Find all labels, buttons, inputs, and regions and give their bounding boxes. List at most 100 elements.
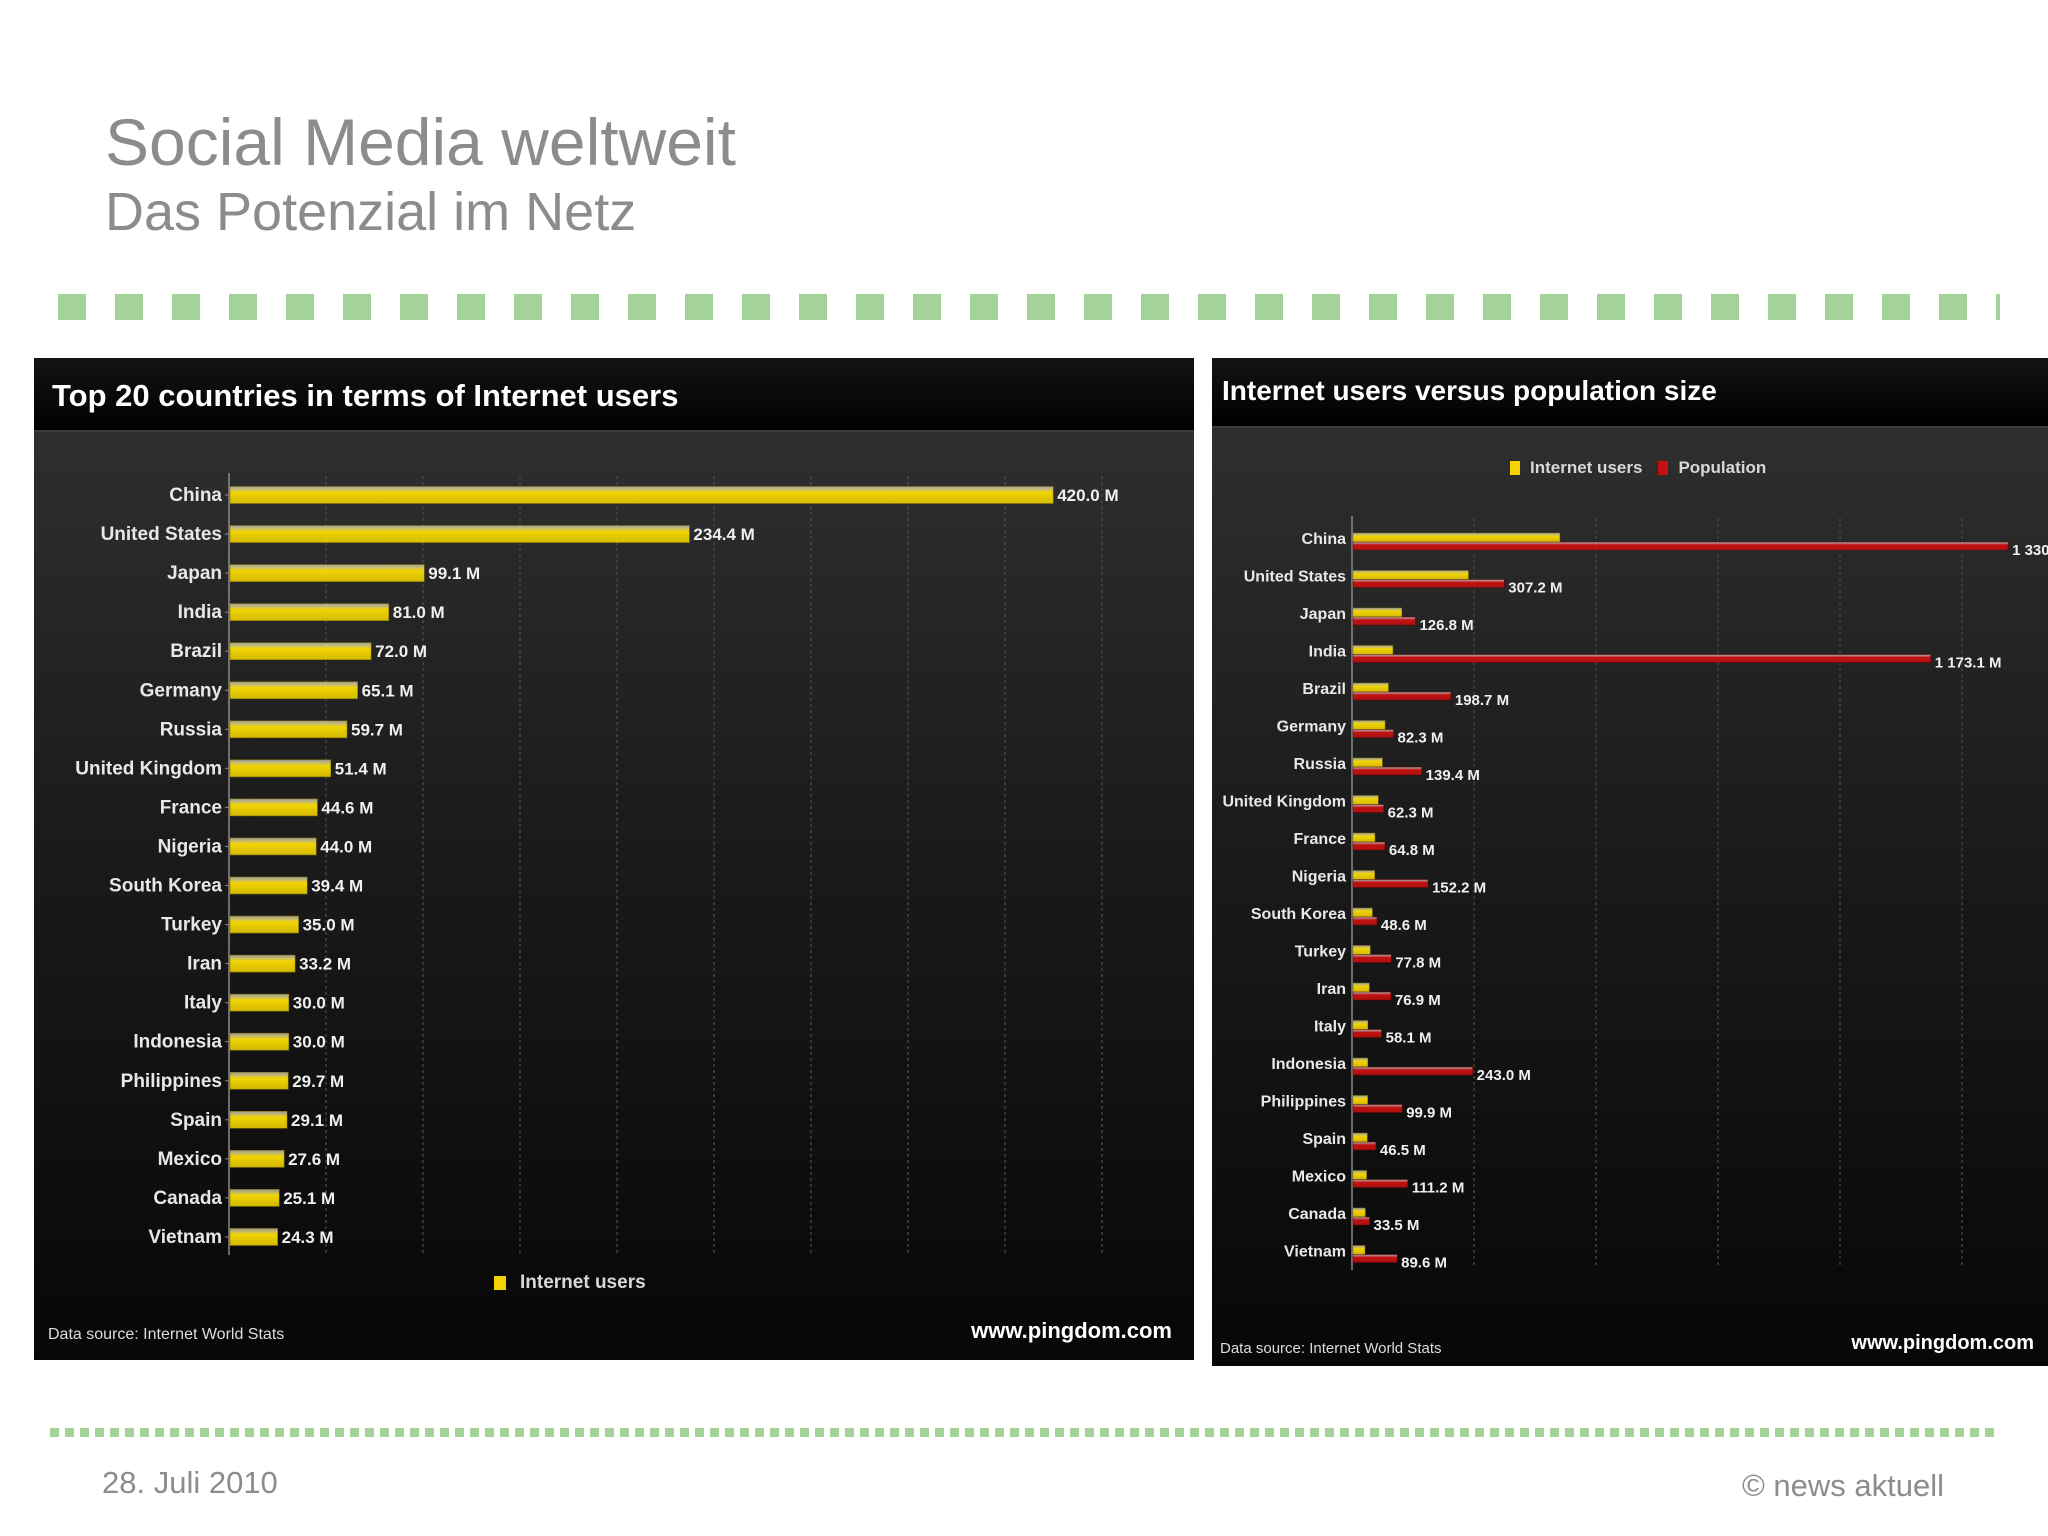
population-bar-united-states [1352,579,1505,588]
data-label-india: 81.0 M [393,603,445,622]
tick-label-brazil: Brazil [170,641,222,662]
bar-indonesia [229,1032,290,1051]
population-bar-spain [1352,1141,1377,1151]
bar-south-korea [229,876,308,895]
population-bar-russia [1352,766,1422,776]
tick-label-china: China [1302,531,1347,548]
data-source: Data source: Internet World Stats [48,1326,285,1343]
population-bar-japan [1352,616,1416,626]
tick-label-brazil: Brazil [1302,681,1346,698]
population-bar-united-kingdom [1352,804,1384,813]
tick-label-japan: Japan [167,563,222,584]
users-vs-population-chart: Internet users versus population size Ch… [1212,358,2048,1366]
tick-label-vietnam: Vietnam [1284,1244,1346,1261]
population-bar-france [1352,841,1386,851]
population-bar-turkey [1352,954,1392,963]
data-label-italy: 30.0 M [293,994,345,1013]
bar-china [229,486,1054,504]
data-label-japan: 126.8 M [1419,617,1473,634]
data-label-philippines: 99.9 M [1406,1105,1452,1122]
users-bar-mexico [1352,1170,1367,1180]
users-bar-united-kingdom [1352,795,1379,805]
users-bar-indonesia [1352,1057,1369,1068]
tick-label-canada: Canada [153,1188,222,1209]
data-label-united-states: 234.4 M [693,525,754,544]
data-label-russia: 59.7 M [351,720,403,739]
population-bar-vietnam [1352,1254,1398,1263]
tick-label-indonesia: Indonesia [133,1032,222,1053]
tick-label-italy: Italy [184,993,222,1014]
chart-header: Internet users versus population size [1212,358,2048,428]
data-label-canada: 25.1 M [283,1189,335,1208]
data-label-mexico: 27.6 M [288,1150,340,1169]
data-source: Data source: Internet World Stats [1220,1340,1442,1357]
data-label-vietnam: 89.6 M [1401,1255,1447,1272]
bar-france [229,798,318,817]
population-bar-philippines [1352,1104,1403,1113]
data-label-nigeria: 152.2 M [1432,880,1486,897]
tick-label-china: China [169,485,222,506]
tick-label-iran: Iran [187,954,222,975]
tick-label-turkey: Turkey [1295,944,1346,961]
bar-turkey [229,915,299,934]
tick-label-united-kingdom: United Kingdom [75,758,222,779]
population-bar-mexico [1352,1179,1409,1188]
bar-chart-svg: China 1 330.1 M United States 307.2 M Japan 1… [1222,516,2048,1272]
data-label-china: 420.0 M [1057,486,1118,505]
data-label-turkey: 77.8 M [1395,955,1441,972]
data-label-spain: 46.5 M [1380,1142,1426,1159]
data-label-italy: 58.1 M [1386,1030,1432,1047]
bar-italy [229,993,290,1012]
bar-philippines [229,1071,289,1090]
legend-label-population: Population [1678,458,1767,477]
bar-germany [229,681,358,700]
tick-label-russia: Russia [1294,756,1347,773]
tick-label-france: France [160,797,222,818]
population-bar-china [1352,541,2009,551]
tick-label-nigeria: Nigeria [158,836,223,857]
tick-label-spain: Spain [1302,1131,1346,1148]
site-credit: www.pingdom.com [971,1318,1172,1343]
data-label-turkey: 35.0 M [303,916,355,935]
users-bar-nigeria [1352,870,1375,880]
data-label-south-korea: 39.4 M [311,877,363,896]
population-bar-italy [1352,1029,1382,1038]
site-credit: www.pingdom.com [1851,1332,2034,1354]
tick-label-turkey: Turkey [161,915,222,936]
tick-label-united-kingdom: United Kingdom [1222,794,1346,811]
population-bar-iran [1352,991,1392,1001]
data-label-france: 44.6 M [321,798,373,817]
data-label-canada: 33.5 M [1373,1217,1419,1234]
slide-title: Social Media weltweit [105,105,736,179]
bar-chart-svg: China 420.0 M United States 234.4 M Japan 99.… [75,473,1119,1255]
tick-label-philippines: Philippines [1261,1094,1346,1111]
top-dashed-divider [58,294,2000,320]
users-bar-spain [1352,1132,1368,1143]
data-label-philippines: 29.7 M [292,1072,344,1091]
population-bar-indonesia [1352,1066,1473,1076]
tick-label-south-korea: South Korea [1251,906,1346,923]
population-bar-germany [1352,729,1394,738]
users-bar-vietnam [1352,1245,1366,1255]
data-label-united-states: 307.2 M [1508,580,1562,597]
data-label-indonesia: 30.0 M [293,1033,345,1052]
tick-label-germany: Germany [1277,719,1346,736]
data-label-south-korea: 48.6 M [1381,917,1427,934]
users-bar-japan [1352,607,1403,618]
bar-india [229,603,390,621]
tick-label-mexico: Mexico [1292,1169,1346,1186]
tick-label-vietnam: Vietnam [148,1227,222,1248]
bar-united-kingdom [229,759,332,778]
population-bar-nigeria [1352,879,1429,888]
chart-title: Internet users versus population size [1222,375,1717,406]
tick-label-germany: Germany [140,680,223,701]
data-label-india: 1 173.1 M [1935,655,2002,672]
users-bar-brazil [1352,682,1389,693]
population-bar-brazil [1352,691,1452,701]
tick-label-canada: Canada [1288,1206,1346,1223]
internet-users-swatch [494,1276,506,1290]
data-label-nigeria: 44.0 M [320,837,372,856]
users-bar-turkey [1352,945,1371,955]
slide-subtitle: Das Potenzial im Netz [105,182,637,242]
data-label-japan: 99.1 M [428,564,480,583]
